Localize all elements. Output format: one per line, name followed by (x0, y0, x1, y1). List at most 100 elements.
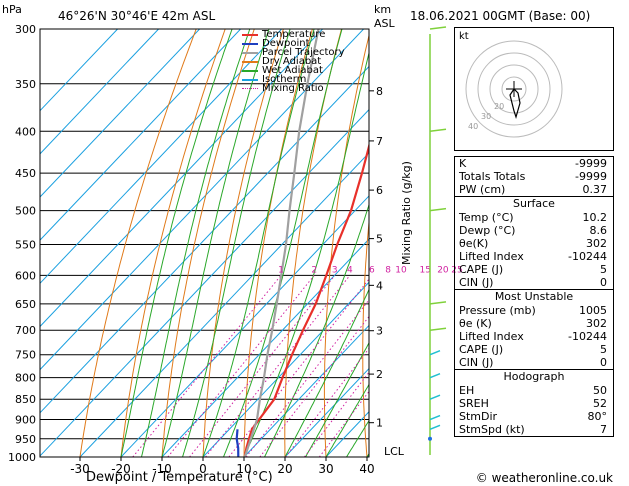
info-label: K (459, 157, 467, 170)
series-temperature-line (243, 142, 369, 457)
mixing-ratio-axis-title: Mixing Ratio (g/kg) (400, 161, 413, 265)
mixing-ratio-line (245, 299, 369, 457)
mixing-ratio-label: 2 (311, 265, 317, 275)
isotherm-line (40, 29, 241, 241)
mixing-ratio-line (228, 278, 369, 457)
info-value: 52 (593, 397, 607, 410)
background-lines (40, 29, 369, 457)
hodograph-ring (465, 40, 563, 138)
x-tick-label: 30 (318, 462, 333, 476)
legend-item: Dry Adiabat (242, 56, 345, 67)
info-row: θe(K) 302 (455, 237, 613, 250)
info-row: Temp (°C) 10.2 (455, 211, 613, 224)
legend-label: Parcel Trajectory (262, 47, 345, 58)
legend-item: Mixing Ratio (242, 84, 345, 94)
mixing-ratio-label: 25 (451, 265, 462, 275)
mixing-ratio-label: 15 (419, 265, 430, 275)
x-tick-label: -20 (111, 462, 131, 476)
legend-item: Isotherm (242, 74, 345, 85)
legend: Temperature Dewpoint Parcel Trajectory Dry … (242, 30, 345, 94)
info-label: StmSpd (kt) (459, 423, 525, 436)
x-tick-label: -10 (152, 462, 172, 476)
info-value: 0.37 (582, 183, 608, 196)
isotherm-line (40, 29, 323, 328)
info-value: 10.2 (582, 211, 608, 224)
info-label: Dewp (°C) (459, 224, 516, 237)
pressure-tick-label: 750 (15, 349, 36, 362)
info-value: 302 (586, 317, 607, 330)
km-tick-label: 6 (376, 184, 383, 197)
pressure-tick-label: 700 (15, 324, 36, 337)
wet-adiabat-line (284, 288, 369, 457)
info-label: SREH (459, 397, 489, 410)
info-row: CIN (J) 0 (455, 356, 613, 369)
km-tick-label: 8 (376, 85, 383, 98)
info-value: 7 (600, 423, 607, 436)
legend-label: Dry Adiabat (262, 56, 322, 67)
sounding-lines (235, 29, 369, 457)
wind-barb-icon (429, 350, 441, 356)
info-row: CIN (J) 0 (455, 276, 613, 289)
dry-adiabat-line (202, 29, 284, 457)
isotherm-line (40, 29, 200, 198)
pressure-tick-label: 550 (15, 238, 36, 251)
mixing-ratio-label: 10 (395, 265, 407, 275)
legend-item: Dewpoint (242, 39, 345, 49)
legend-item: Wet Adiabat (242, 66, 345, 76)
isotherm-line (79, 152, 369, 457)
info-row: Lifted Index -10244 (455, 250, 613, 263)
isotherm-line (243, 324, 369, 457)
lcl-label: LCL (384, 445, 404, 458)
info-row: SREH 52 (455, 397, 613, 410)
wind-barb-icon (429, 301, 447, 305)
info-value: -9999 (575, 157, 607, 170)
wind-calm-icon (428, 436, 432, 441)
info-row: CAPE (J) 5 (455, 343, 613, 356)
wind-barb-icon (429, 26, 447, 30)
km-tick-label: 3 (376, 325, 383, 338)
isotherm-line (161, 238, 369, 457)
info-value: 5 (600, 263, 607, 276)
info-label: Totals Totals (459, 170, 526, 183)
isotherm-line (120, 195, 369, 457)
info-value: -10244 (568, 250, 607, 263)
info-row: K -9999 (455, 157, 613, 170)
mixing-ratio-label: 20 (437, 265, 449, 275)
info-label: θe (K) (459, 317, 492, 330)
most-unstable-list: Pressure (mb) 1005 θe (K) 302 Lifted Index -1… (455, 304, 613, 369)
hodograph-kt-label: kt (459, 31, 469, 42)
dry-adiabat-line (362, 217, 369, 457)
dry-adiabat-line (120, 29, 226, 457)
hodograph-ring (477, 52, 551, 126)
wet-adiabat-line (141, 29, 251, 457)
info-value: 50 (593, 384, 607, 397)
surface-title: Surface (513, 197, 555, 210)
mixing-ratio-label: 6 (369, 265, 375, 275)
datetime-title: 18.06.2021 00GMT (Base: 00) (410, 9, 591, 23)
indices-panel: K -9999 Totals Totals -9999 PW (cm) 0.37 Surf… (454, 156, 614, 437)
plot-frame (39, 28, 370, 458)
info-row: Dewp (°C) 8.6 (455, 224, 613, 237)
mixing-ratio-line (205, 275, 351, 457)
pressure-tick-label: 400 (15, 125, 36, 138)
footer-credit: © weatheronline.co.uk (475, 471, 613, 485)
km-tick-label: 5 (376, 233, 383, 246)
legend-label: Isotherm (262, 74, 307, 85)
info-row: Lifted Index -10244 (455, 330, 613, 343)
mixing-ratio-label: 4 (347, 265, 353, 275)
wind-barb-icon (429, 327, 447, 331)
pressure-tick-label: 600 (15, 269, 36, 282)
legend-swatch (242, 88, 258, 89)
pressure-tick-label: 850 (15, 393, 36, 406)
wet-adiabat-line (161, 29, 270, 457)
info-value: 5 (600, 343, 607, 356)
wet-adiabat-line (305, 341, 369, 457)
asl-label: ASL (374, 17, 395, 30)
wet-adiabat-line (202, 29, 315, 457)
mixing-ratio-label: 8 (385, 265, 391, 275)
legend-swatch (242, 78, 258, 81)
x-tick-label: 20 (277, 462, 292, 476)
isotherm-line (40, 65, 369, 414)
legend-item: Temperature (242, 30, 345, 40)
